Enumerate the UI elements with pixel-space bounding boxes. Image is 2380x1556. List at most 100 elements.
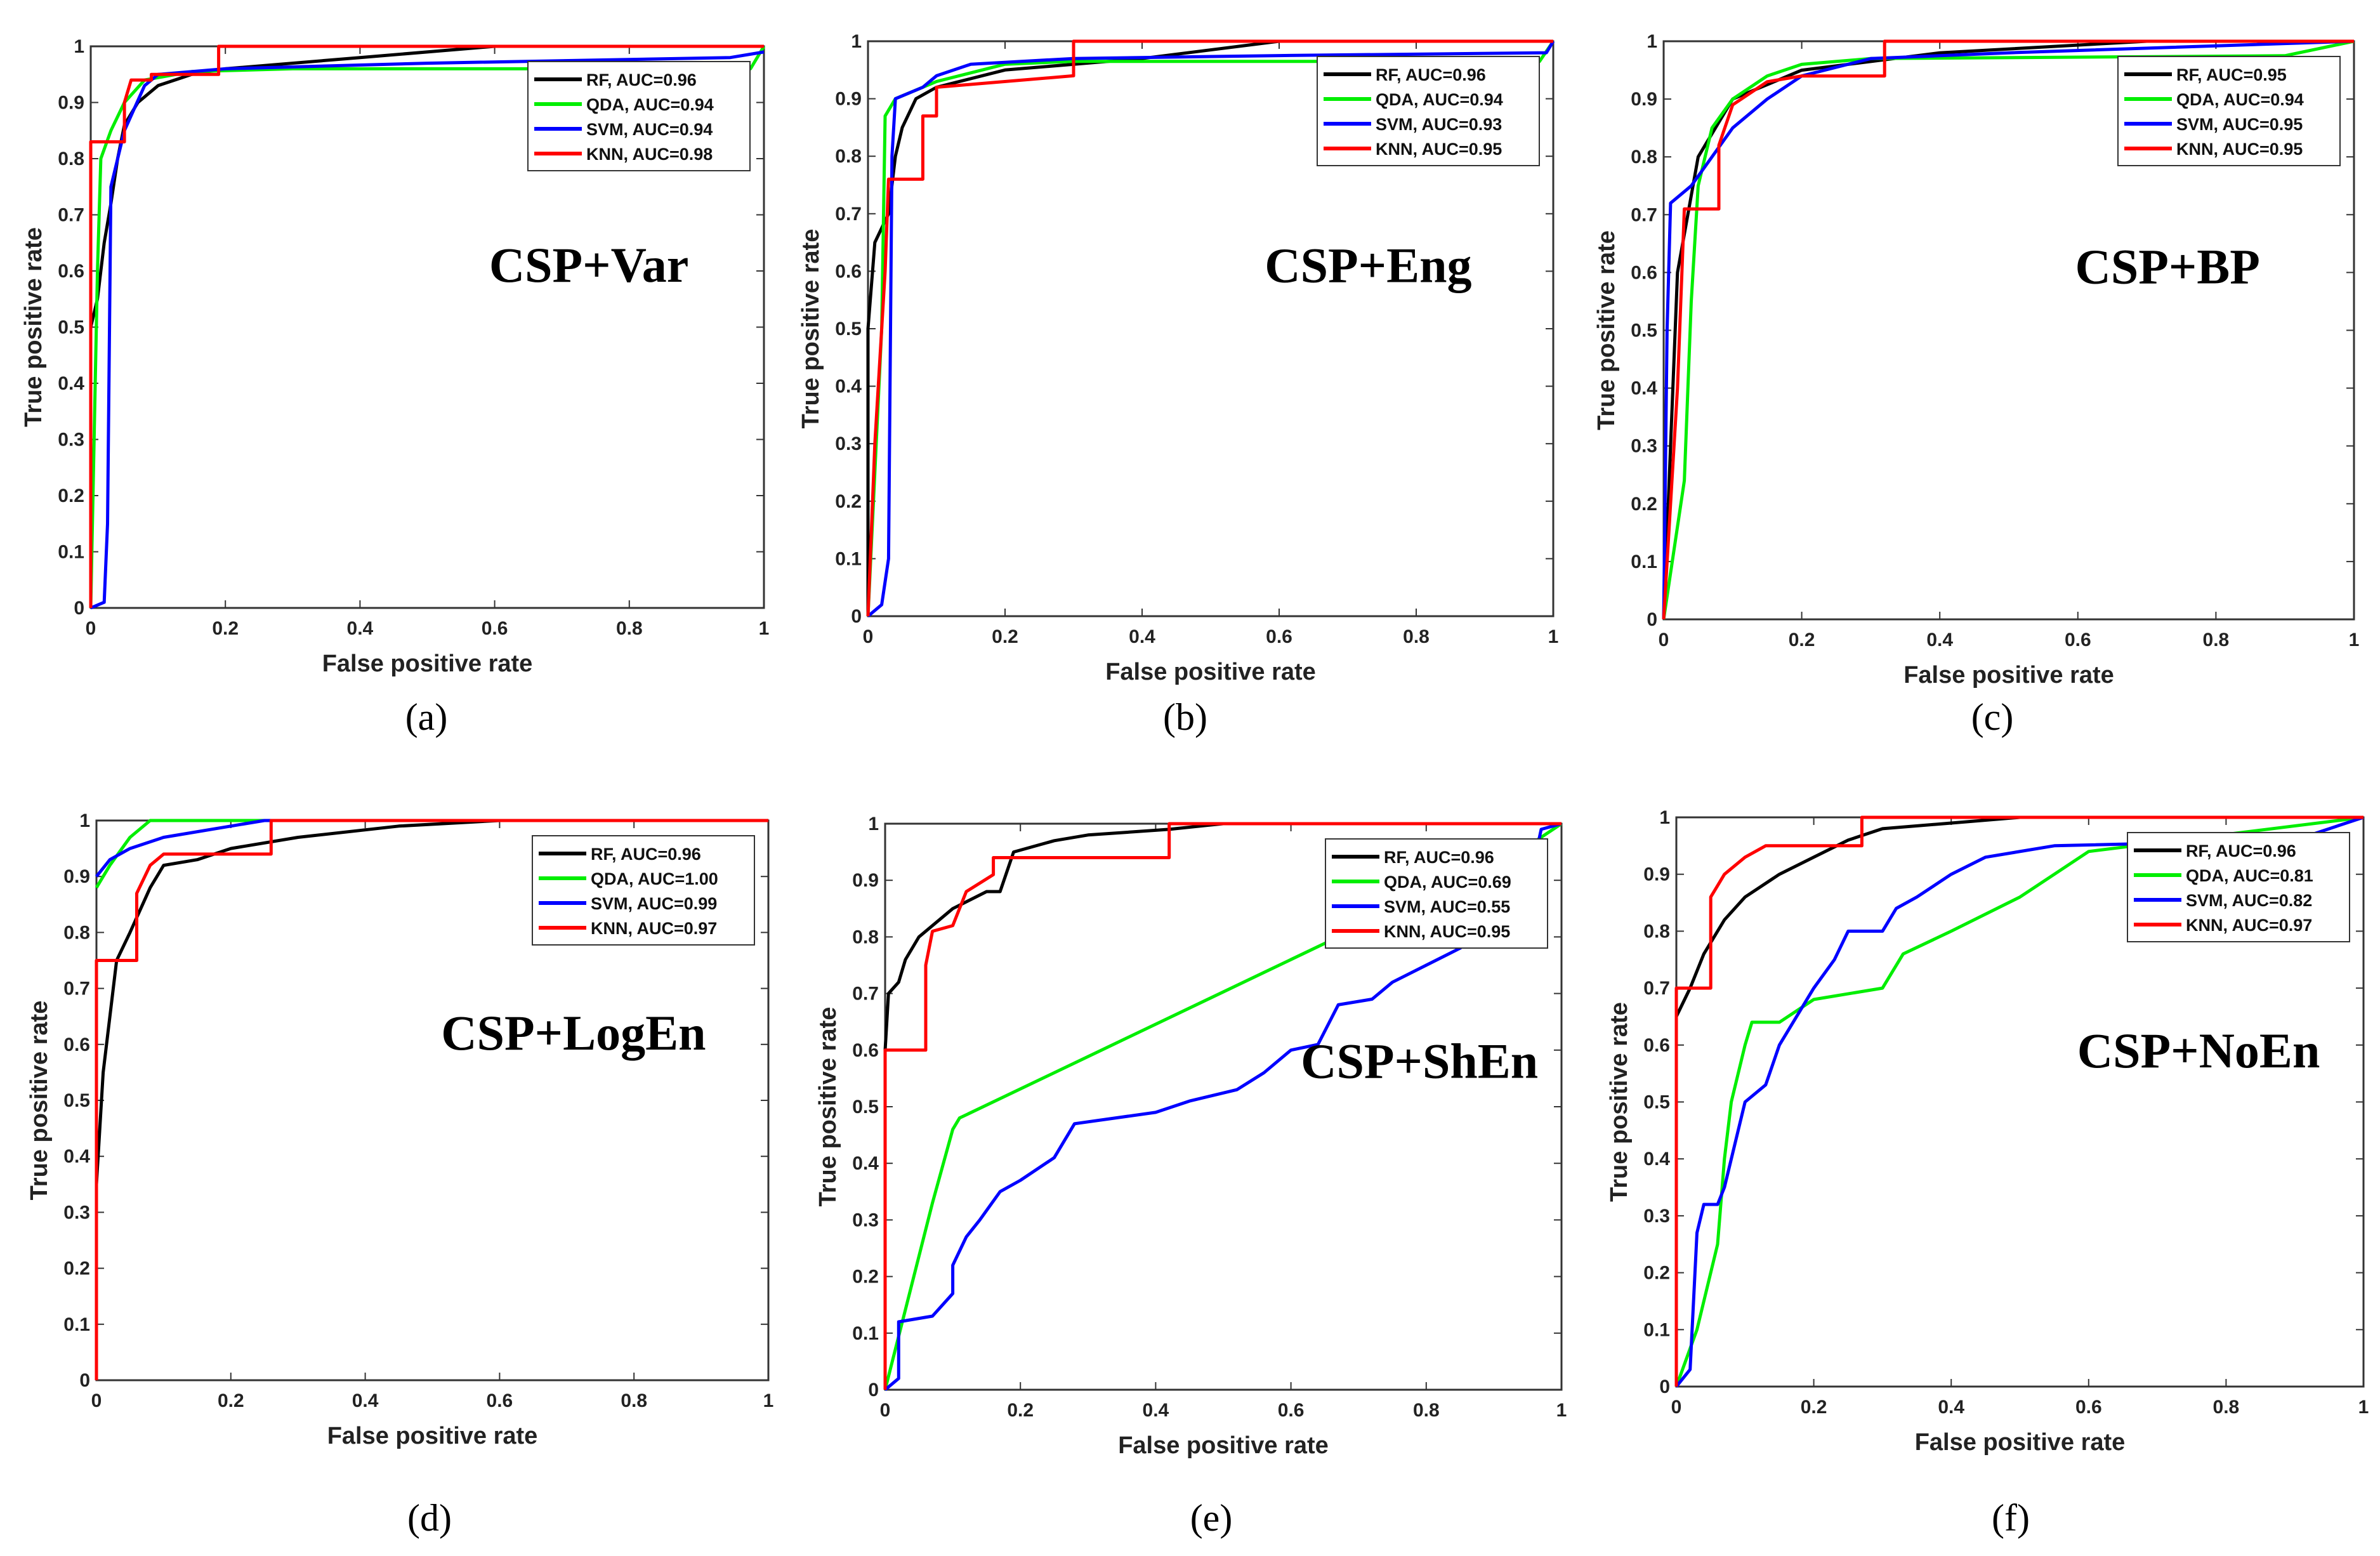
panel-annotation: CSP+BP [2075, 239, 2259, 294]
x-tick-label: 0.8 [2203, 630, 2230, 650]
y-tick-label: 0.7 [1631, 204, 1657, 225]
roc-curve-qda [89, 45, 766, 609]
y-tick-label: 0.9 [58, 93, 84, 114]
legend-entry: KNN, AUC=0.95 [1376, 140, 1502, 159]
y-tick-label: 0.4 [1631, 378, 1657, 399]
legend-entry: KNN, AUC=0.97 [591, 919, 717, 938]
legend-entry: SVM, AUC=0.95 [2176, 115, 2303, 134]
y-tick-label: 0 [74, 598, 84, 619]
y-tick-label: 0 [1647, 609, 1657, 630]
y-tick-label: 0.4 [58, 373, 84, 394]
y-tick-label: 0.3 [63, 1202, 90, 1223]
legend: RF, AUC=0.96 QDA, AUC=0.94 SVM, AUC=0.93 KN… [1317, 56, 1540, 166]
x-tick-label: 0.2 [1801, 1397, 1827, 1418]
subfigure-label: (d) [407, 1497, 452, 1539]
y-tick-label: 1 [1659, 807, 1670, 828]
y-tick-label: 0.4 [1643, 1149, 1670, 1170]
y-tick-label: 0.6 [852, 1040, 879, 1061]
subfigure-label: (f) [1992, 1497, 2030, 1539]
y-axis-label: True positive rate [815, 1007, 841, 1207]
roc-curve-svm [95, 819, 768, 878]
x-tick-label: 0.2 [218, 1390, 244, 1411]
x-tick-label: 0.6 [482, 618, 508, 639]
x-tick-label: 0.4 [1129, 626, 1155, 647]
x-tick-label: 0.8 [1413, 1400, 1440, 1421]
y-tick-label: 0.9 [63, 866, 90, 887]
x-tick-label: 0.8 [616, 618, 643, 639]
x-tick-label: 0.4 [352, 1390, 379, 1411]
x-tick-label: 0.6 [1266, 626, 1292, 647]
x-tick-label: 0.2 [992, 626, 1018, 647]
y-tick-label: 0.8 [63, 922, 90, 943]
legend-entry: SVM, AUC=0.55 [1384, 897, 1510, 916]
roc-curve-svm [867, 40, 1555, 617]
y-tick-label: 0.2 [1631, 494, 1657, 515]
y-tick-label: 0 [79, 1370, 90, 1391]
y-tick-label: 0.8 [852, 926, 879, 947]
y-tick-label: 0.3 [1643, 1206, 1670, 1227]
y-tick-label: 0.8 [58, 148, 84, 169]
y-tick-label: 0 [1659, 1376, 1670, 1397]
legend-entry: SVM, AUC=0.93 [1376, 115, 1502, 134]
y-tick-label: 0.7 [63, 979, 90, 999]
legend-entry: QDA, AUC=0.94 [2176, 90, 2304, 109]
y-tick-label: 0.1 [852, 1323, 879, 1344]
roc-curve-knn [883, 822, 1561, 1390]
y-tick-label: 0.2 [58, 485, 84, 506]
x-tick-label: 0.4 [1938, 1397, 1964, 1418]
legend-entry: KNN, AUC=0.97 [2186, 916, 2312, 935]
y-tick-label: 0 [868, 1380, 879, 1401]
roc-panel-d: 0 0.2 0.4 0.6 0.8 1 0 0.1 0.2 0.3 0.4 0.5 0.6 0.7 0.8 0… [26, 810, 773, 1539]
legend: RF, AUC=0.96 QDA, AUC=0.69 SVM, AUC=0.55 KN… [1325, 838, 1548, 949]
x-tick-label: 0 [1659, 630, 1669, 650]
y-tick-label: 0.4 [63, 1146, 90, 1167]
y-tick-label: 0.1 [63, 1314, 90, 1335]
y-tick-label: 0.7 [58, 205, 84, 226]
roc-curve-svm [884, 822, 1562, 1391]
x-tick-label: 0.8 [2213, 1397, 2240, 1418]
y-tick-label: 0 [851, 606, 862, 627]
y-axis-label: True positive rate [798, 229, 824, 429]
legend-entry: QDA, AUC=0.94 [586, 95, 714, 114]
panel-annotation: CSP+NoEn [2077, 1023, 2320, 1078]
legend-entry: RF, AUC=0.96 [1384, 848, 1494, 867]
legend-entry: QDA, AUC=0.81 [2186, 866, 2313, 885]
y-tick-label: 0.6 [1643, 1035, 1670, 1056]
x-tick-label: 0 [91, 1390, 102, 1411]
subfigure-label: (b) [1163, 696, 1207, 738]
y-tick-label: 0.2 [63, 1258, 90, 1279]
roc-panel-b: 0 0.2 0.4 0.6 0.8 1 0 0.1 0.2 0.3 0.4 0.5 0.6 0.7 0.8 0… [798, 31, 1558, 738]
roc-curve-knn [866, 39, 1553, 617]
y-tick-label: 1 [1647, 31, 1657, 52]
y-tick-label: 0.9 [835, 89, 862, 110]
x-tick-label: 0.2 [212, 618, 239, 639]
y-tick-label: 0.6 [835, 261, 862, 282]
legend-entry: QDA, AUC=1.00 [591, 869, 718, 888]
y-tick-label: 0.7 [1643, 978, 1670, 999]
legend-entry: RF, AUC=0.96 [2186, 841, 2296, 860]
x-tick-label: 1 [763, 1390, 774, 1411]
x-tick-label: 0 [863, 626, 874, 647]
x-tick-label: 0.6 [2075, 1397, 2102, 1418]
y-tick-label: 0.3 [1631, 436, 1657, 457]
legend-entry: KNN, AUC=0.98 [586, 145, 713, 164]
x-axis-label: False positive rate [1105, 659, 1316, 685]
x-tick-label: 0.4 [1926, 630, 1953, 650]
legend-entry: KNN, AUC=0.95 [1384, 922, 1510, 941]
legend-entry: SVM, AUC=0.94 [586, 120, 713, 139]
y-tick-label: 0.5 [1643, 1092, 1670, 1113]
y-tick-label: 0.1 [1631, 551, 1657, 572]
x-axis-label: False positive rate [322, 650, 533, 677]
subfigure-label: (a) [405, 696, 448, 738]
y-tick-label: 0.3 [58, 430, 84, 451]
x-axis-label: False positive rate [1903, 662, 2114, 689]
x-tick-label: 1 [2358, 1397, 2369, 1418]
y-tick-label: 0.9 [1631, 89, 1657, 110]
roc-curve-rf [95, 819, 768, 1380]
legend-entry: KNN, AUC=0.95 [2176, 140, 2303, 159]
y-axis-label: True positive rate [20, 227, 47, 427]
legend-entry: QDA, AUC=0.69 [1384, 873, 1511, 892]
y-axis-label: True positive rate [1606, 1002, 1633, 1202]
x-tick-label: 0.2 [1789, 630, 1815, 650]
x-tick-label: 0.8 [1403, 626, 1430, 647]
